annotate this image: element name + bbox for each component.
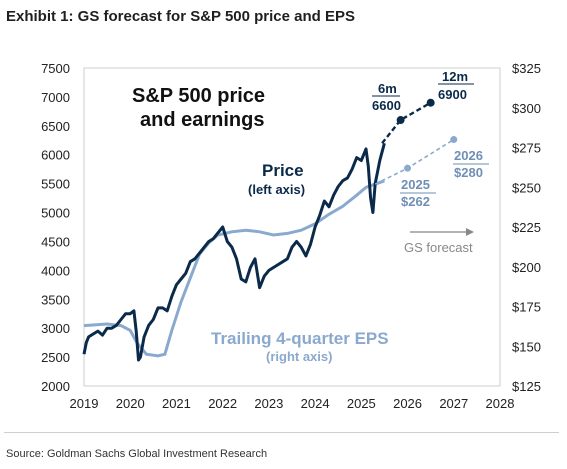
right-axis-tick-label: $175 <box>512 300 541 315</box>
forecast-12m-value: 6900 <box>438 87 467 102</box>
price-label: Price <box>262 161 304 180</box>
x-axis-tick-label: 2027 <box>439 396 468 411</box>
x-axis-tick-label: 2024 <box>301 396 330 411</box>
left-axis-tick-label: 6000 <box>41 148 70 163</box>
x-axis-tick-label: 2020 <box>116 396 145 411</box>
forecast-6m-label: 6m <box>378 81 397 96</box>
left-axis-tick-label: 7000 <box>41 90 70 105</box>
left-axis-tick-label: 3000 <box>41 321 70 336</box>
plot-frame <box>83 67 501 387</box>
right-axis-tick-label: $150 <box>512 339 541 354</box>
forecast-6m-value: 6600 <box>372 98 401 113</box>
price-axis-note: (left axis) <box>248 182 305 197</box>
forecast-note: GS forecast <box>404 240 473 255</box>
x-axis-tick-label: 2026 <box>393 396 422 411</box>
right-axis-tick-label: $325 <box>512 61 541 76</box>
x-axis-tick-label: 2022 <box>208 396 237 411</box>
x-axis-tick-label: 2021 <box>162 396 191 411</box>
left-axis-tick-label: 2500 <box>41 350 70 365</box>
left-axis-tick-label: 7500 <box>41 61 70 76</box>
eps-forecast-point <box>450 136 458 144</box>
price-forecast-points <box>396 98 435 125</box>
left-axis-tick-label: 5500 <box>41 177 70 192</box>
forecast-12m-label: 12m <box>442 69 468 84</box>
right-axis-tick-label: $300 <box>512 101 541 116</box>
left-axis-tick-label: 6500 <box>41 119 70 134</box>
eps-axis-note: (right axis) <box>266 349 332 364</box>
x-axis-ticks: 2019 2020 2021 2022 2023 2024 2025 2026 2027 2028 <box>70 396 515 411</box>
forecast-2025-value: $262 <box>401 194 430 209</box>
forecast-2026-label: 2026 <box>454 148 483 163</box>
left-axis-tick-label: 2000 <box>41 379 70 394</box>
x-axis-tick-label: 2019 <box>70 396 99 411</box>
eps-forecast-points <box>404 136 458 172</box>
right-axis-tick-label: $200 <box>512 260 541 275</box>
source-divider <box>4 432 559 433</box>
forecast-2025-label: 2025 <box>401 177 430 192</box>
inner-title-line2: and earnings <box>140 109 264 131</box>
left-axis-tick-label: 4000 <box>41 263 70 278</box>
right-axis-tick-label: $125 <box>512 379 541 394</box>
price-forecast-point <box>426 98 435 107</box>
left-axis-tick-label: 3500 <box>41 292 70 307</box>
eps-forecast-point <box>404 164 412 172</box>
eps-label: Trailing 4-quarter EPS <box>211 329 389 348</box>
price-series-line <box>82 142 386 362</box>
left-axis-tick-label: 5000 <box>41 206 70 221</box>
source-note: Source: Goldman Sachs Global Investment … <box>6 448 268 460</box>
forecast-arrow-icon <box>466 228 474 236</box>
left-axis-ticks: 7500 7000 6500 6000 5500 5000 4500 4000 3500 3000… <box>41 61 70 394</box>
right-axis-tick-label: $250 <box>512 180 541 195</box>
inner-title-line1: S&P 500 price <box>132 85 265 107</box>
x-axis-tick-label: 2025 <box>347 396 376 411</box>
exhibit-title: Exhibit 1: GS forecast for S&P 500 price… <box>6 8 356 25</box>
price-forecast-point <box>396 116 405 125</box>
x-axis-tick-label: 2023 <box>254 396 283 411</box>
right-axis-ticks: $325 $300 $275 $250 $225 $200 $175 $150 $125 <box>512 61 541 394</box>
price-forecast-line <box>381 101 432 144</box>
forecast-2026-value: $280 <box>454 165 483 180</box>
right-axis-tick-label: $225 <box>512 220 541 235</box>
x-axis-tick-label: 2028 <box>486 396 515 411</box>
right-axis-tick-label: $275 <box>512 141 541 156</box>
left-axis-tick-label: 4500 <box>41 234 70 249</box>
